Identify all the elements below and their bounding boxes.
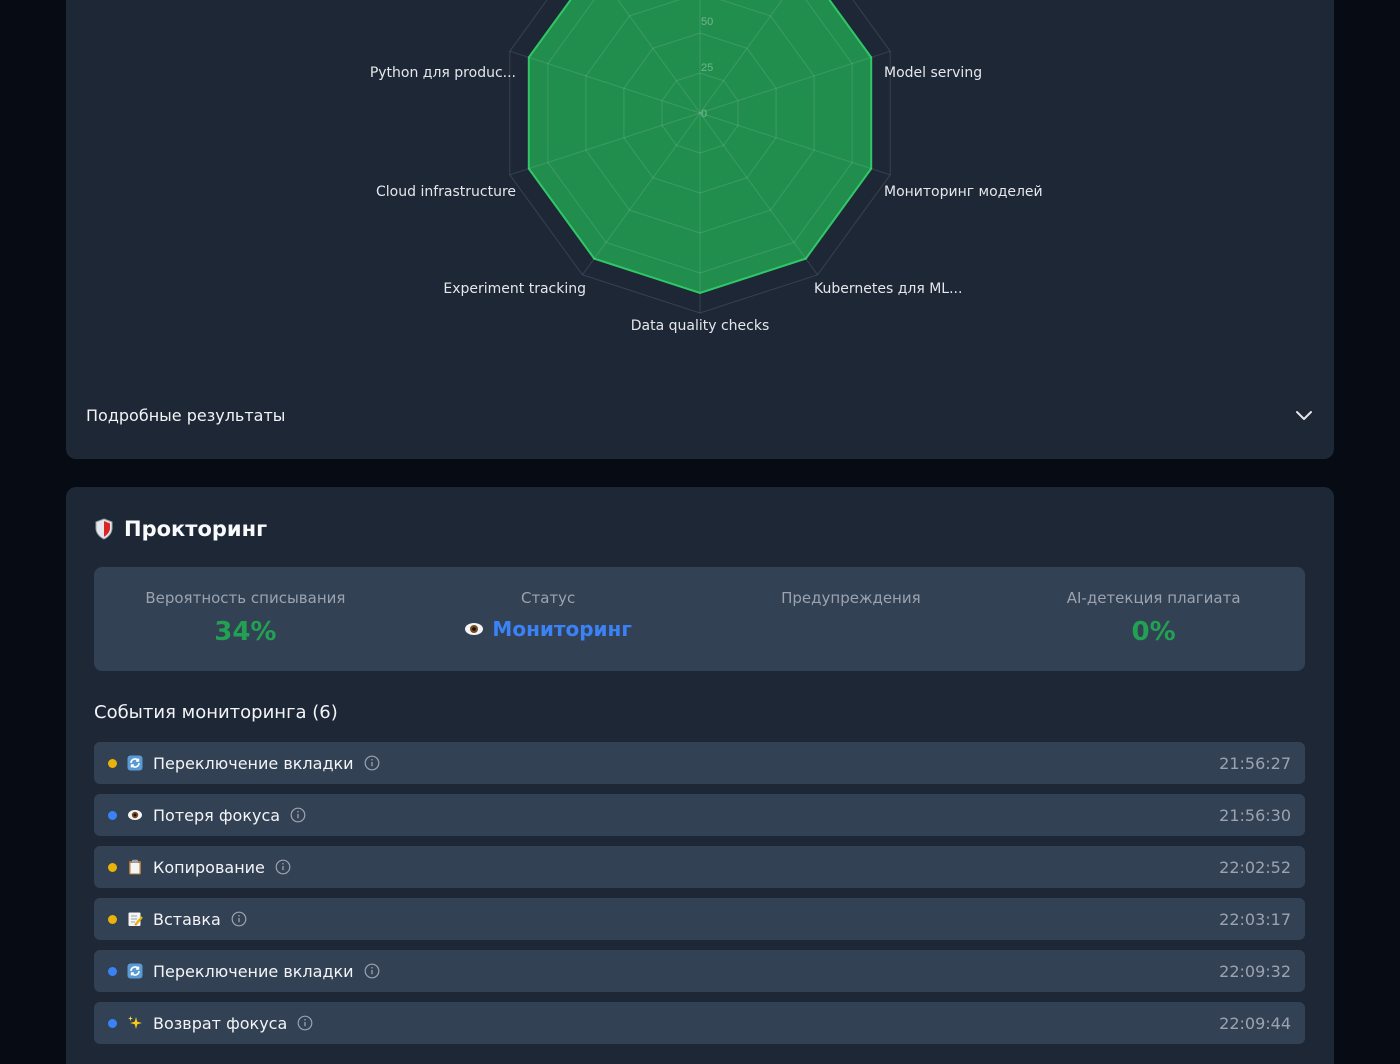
info-icon[interactable] <box>364 755 380 771</box>
event-row: Переключение вкладки 21:56:27 <box>94 742 1305 784</box>
events-list: Переключение вкладки 21:56:27 Потеря фокус… <box>94 742 1305 1044</box>
radar-axis-label: Cloud infrastructure <box>376 184 516 200</box>
eye-icon <box>127 807 143 823</box>
radar-spoke <box>617 0 701 114</box>
stat-label: Статус <box>520 589 576 607</box>
event-label: Потеря фокуса <box>153 805 281 825</box>
radar-grid-ring <box>661 72 739 154</box>
proctoring-stats: Вероятность списывания 34% Статус Монито… <box>94 567 1305 671</box>
event-row: Вставка 22:03:17 <box>94 898 1305 940</box>
detailed-results-toggle[interactable]: Подробные результаты <box>66 390 1334 440</box>
radar-grid-ring <box>623 32 777 194</box>
eye-icon <box>465 623 484 635</box>
radar-area <box>527 0 873 295</box>
event-row: Потеря фокуса 21:56:30 <box>94 794 1305 836</box>
event-time: 21:56:27 <box>1219 753 1291 773</box>
event-time: 21:56:30 <box>1219 805 1291 825</box>
status-stat: Статус Мониторинг <box>397 567 700 671</box>
events-title: События мониторинга (6) <box>94 702 338 723</box>
event-label: Переключение вкладки <box>153 961 354 981</box>
event-time: 22:02:52 <box>1219 857 1291 877</box>
event-label: Переключение вкладки <box>153 753 354 773</box>
event-row: Возврат фокуса 22:09:44 <box>94 1002 1305 1044</box>
event-time: 22:03:17 <box>1219 909 1291 929</box>
event-row: Переключение вкладки 22:09:32 <box>94 950 1305 992</box>
radar-spoke <box>509 112 701 176</box>
radar-grid-ring <box>585 0 815 234</box>
chevron-down-icon <box>1296 411 1312 420</box>
proctoring-title: Прокторинг <box>124 517 268 541</box>
radar-tick-label: 50 <box>701 16 713 28</box>
radar-spoke <box>699 0 783 114</box>
radar-tick-label: 0 <box>701 108 707 120</box>
event-label: Вставка <box>153 909 221 929</box>
radar-axis-label: Data quality checks <box>631 318 770 334</box>
radar-spoke <box>699 50 891 114</box>
radar-tick-label: 25 <box>701 62 713 74</box>
status-value: Мониторинг <box>492 617 632 641</box>
radar-axis-label: Experiment tracking <box>443 281 586 297</box>
radar-grid-ring <box>509 0 891 314</box>
info-icon[interactable] <box>231 911 247 927</box>
cheating-probability-stat: Вероятность списывания 34% <box>94 567 397 671</box>
detailed-results-title: Подробные результаты <box>86 405 286 425</box>
radar-spoke <box>699 112 891 176</box>
radar-axis-label: Мониторинг моделей <box>884 184 1043 200</box>
event-time: 22:09:44 <box>1219 1013 1291 1033</box>
skills-radar-chart: 0 25 50 Python для produc... Model serving М… <box>370 0 1043 334</box>
sparkles-icon <box>127 1015 143 1031</box>
ai-plagiarism-stat: AI-детекция плагиата 0% <box>1002 567 1305 671</box>
refresh-icon <box>127 755 143 771</box>
ai-plagiarism-value: 0% <box>1131 617 1176 647</box>
info-icon[interactable] <box>364 963 380 979</box>
shield-icon <box>95 518 113 540</box>
event-status-dot <box>108 810 117 820</box>
warnings-stat: Предупреждения <box>700 567 1003 671</box>
proctoring-card: Прокторинг Вероятность списывания 34% Ст… <box>66 487 1334 1064</box>
info-icon[interactable] <box>275 859 291 875</box>
memo-icon <box>127 911 143 927</box>
stat-label: AI-детекция плагиата <box>1066 589 1241 607</box>
stat-label: Вероятность списывания <box>145 589 346 607</box>
stat-label: Предупреждения <box>781 589 921 607</box>
cheating-probability-value: 34% <box>214 617 277 647</box>
event-label: Возврат фокуса <box>153 1013 288 1033</box>
radar-spoke <box>509 50 701 114</box>
info-icon[interactable] <box>290 807 306 823</box>
radar-axis-label: Model serving <box>884 65 982 81</box>
radar-spoke <box>582 112 701 276</box>
proctoring-header: Прокторинг <box>94 517 267 541</box>
event-label: Копирование <box>153 857 265 877</box>
event-status-dot <box>108 758 117 768</box>
radar-spoke <box>699 112 818 276</box>
radar-grid-ring <box>547 0 853 274</box>
skills-card: 0 25 50 Python для produc... Model serving М… <box>66 0 1334 459</box>
event-status-dot <box>108 1018 117 1028</box>
clipboard-icon <box>127 859 143 875</box>
info-icon[interactable] <box>297 1015 313 1031</box>
event-status-dot <box>108 862 117 872</box>
event-row: Копирование 22:02:52 <box>94 846 1305 888</box>
event-status-dot <box>108 914 117 924</box>
radar-axis-label: Kubernetes для ML... <box>814 281 962 297</box>
refresh-icon <box>127 963 143 979</box>
event-status-dot <box>108 966 117 976</box>
radar-axis-label: Python для produc... <box>370 65 516 81</box>
event-time: 22:09:32 <box>1219 961 1291 981</box>
